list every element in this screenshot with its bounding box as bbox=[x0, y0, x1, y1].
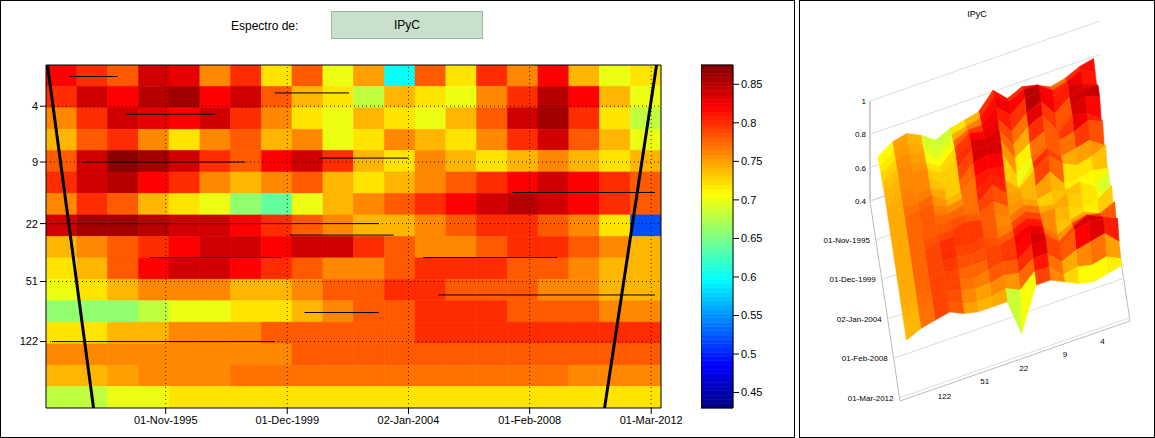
svg-text:51: 51 bbox=[26, 275, 38, 287]
svg-text:0.6: 0.6 bbox=[855, 164, 867, 173]
svg-text:01-Mar-2012: 01-Mar-2012 bbox=[848, 394, 894, 403]
svg-text:0.45: 0.45 bbox=[741, 386, 762, 398]
svg-text:4: 4 bbox=[32, 100, 38, 112]
svg-text:9: 9 bbox=[32, 156, 38, 168]
svg-text:22: 22 bbox=[1019, 364, 1028, 373]
svg-text:0.7: 0.7 bbox=[741, 194, 756, 206]
svg-text:IPyC: IPyC bbox=[967, 9, 987, 19]
svg-text:1: 1 bbox=[862, 97, 867, 106]
svg-text:01-Nov-1995: 01-Nov-1995 bbox=[134, 414, 198, 426]
svg-text:0.65: 0.65 bbox=[741, 232, 762, 244]
svg-text:0.5: 0.5 bbox=[741, 348, 756, 360]
svg-text:122: 122 bbox=[20, 335, 38, 347]
svg-text:4: 4 bbox=[1100, 337, 1105, 346]
svg-text:01-Mar-2012: 01-Mar-2012 bbox=[620, 414, 683, 426]
svg-text:01-Feb-2008: 01-Feb-2008 bbox=[498, 414, 561, 426]
svg-text:0.75: 0.75 bbox=[741, 155, 762, 167]
svg-text:0.6: 0.6 bbox=[741, 271, 756, 283]
svg-text:0.8: 0.8 bbox=[855, 130, 867, 139]
svg-text:01-Feb-2008: 01-Feb-2008 bbox=[842, 354, 888, 363]
svg-text:01-Nov-1995: 01-Nov-1995 bbox=[824, 236, 871, 245]
svg-text:9: 9 bbox=[1063, 350, 1068, 359]
svg-text:01-Dec-1999: 01-Dec-1999 bbox=[830, 275, 877, 284]
svg-text:122: 122 bbox=[938, 392, 952, 401]
svg-text:0.85: 0.85 bbox=[741, 78, 762, 90]
html-text:IPyC: IPyC bbox=[394, 18, 420, 32]
html-text:Espectro de:: Espectro de: bbox=[231, 19, 299, 33]
svg-text:02-Jan-2004: 02-Jan-2004 bbox=[378, 414, 440, 426]
svg-text:0.8: 0.8 bbox=[741, 117, 756, 129]
svg-text:01-Dec-1999: 01-Dec-1999 bbox=[255, 414, 319, 426]
svg-text:0.4: 0.4 bbox=[855, 197, 867, 206]
svg-text:22: 22 bbox=[26, 218, 38, 230]
svg-text:0.55: 0.55 bbox=[741, 309, 762, 321]
svg-text:02-Jan-2004: 02-Jan-2004 bbox=[837, 315, 882, 324]
svg-text:51: 51 bbox=[980, 377, 989, 386]
